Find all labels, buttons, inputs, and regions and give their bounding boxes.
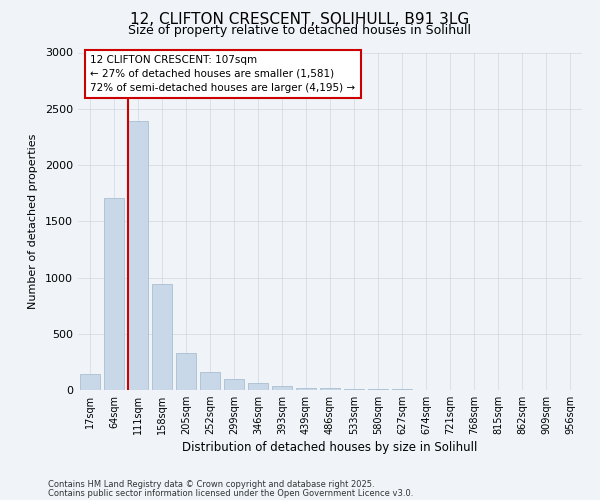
Y-axis label: Number of detached properties: Number of detached properties [28, 134, 38, 309]
Bar [176, 353, 196, 390]
Text: 12 CLIFTON CRESCENT: 107sqm
← 27% of detached houses are smaller (1,581)
72% of : 12 CLIFTON CRESCENT: 107sqm ← 27% of det… [91, 54, 356, 93]
Bar [272, 386, 292, 390]
Bar [200, 372, 220, 390]
Text: Contains public sector information licensed under the Open Government Licence v3: Contains public sector information licen… [48, 488, 413, 498]
Bar [128, 121, 148, 390]
Bar [320, 388, 340, 390]
Bar [368, 389, 388, 390]
Bar [152, 284, 172, 390]
Text: Size of property relative to detached houses in Solihull: Size of property relative to detached ho… [128, 24, 472, 37]
Text: Contains HM Land Registry data © Crown copyright and database right 2025.: Contains HM Land Registry data © Crown c… [48, 480, 374, 489]
Bar [80, 374, 100, 390]
Bar [224, 379, 244, 390]
X-axis label: Distribution of detached houses by size in Solihull: Distribution of detached houses by size … [182, 442, 478, 454]
Bar [296, 388, 316, 390]
Bar [104, 198, 124, 390]
Text: 12, CLIFTON CRESCENT, SOLIHULL, B91 3LG: 12, CLIFTON CRESCENT, SOLIHULL, B91 3LG [130, 12, 470, 28]
Bar [248, 382, 268, 390]
Bar [344, 389, 364, 390]
